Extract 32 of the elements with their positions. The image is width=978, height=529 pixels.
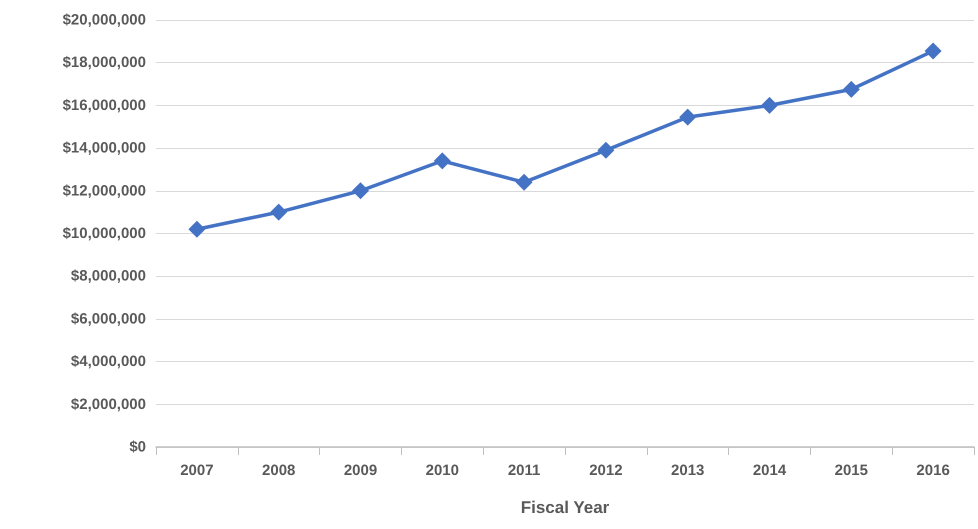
x-tick-label: 2012 [589, 462, 623, 479]
y-tick-label: $20,000,000 [62, 12, 146, 28]
point [188, 220, 206, 238]
point [270, 204, 288, 221]
point [842, 80, 860, 98]
x-tick-label: 2008 [262, 462, 296, 479]
point [516, 174, 533, 191]
point [761, 96, 778, 114]
y-tick-label: $4,000,000 [70, 353, 146, 370]
x-tick-label: 2010 [426, 462, 459, 479]
x-tick-label: 2014 [752, 462, 787, 479]
point [434, 152, 451, 170]
y-tick-label: $18,000,000 [62, 54, 146, 72]
x-tick-label: 2011 [508, 462, 540, 479]
point [352, 182, 369, 200]
x-axis-title: Fiscal Year [520, 498, 610, 517]
y-tick-label: $12,000,000 [62, 182, 146, 200]
y-tick-label: $10,000,000 [62, 225, 146, 242]
y-tick-label: $14,000,000 [62, 140, 146, 157]
point [597, 142, 614, 159]
x-tick-label: 2015 [834, 462, 868, 479]
y-tick-label: $6,000,000 [70, 310, 146, 328]
x-tick-label: 2016 [916, 462, 950, 479]
y-tick-label: $0 [129, 438, 146, 456]
y-tick-label: $2,000,000 [70, 396, 146, 413]
x-tick-label: 2013 [671, 462, 704, 479]
point [679, 108, 696, 126]
x-tick-label: 2009 [344, 462, 378, 479]
point [924, 42, 942, 60]
x-tick-label: 2007 [180, 462, 214, 479]
y-tick-label: $8,000,000 [70, 268, 146, 285]
y-tick-label: $16,000,000 [62, 96, 146, 114]
